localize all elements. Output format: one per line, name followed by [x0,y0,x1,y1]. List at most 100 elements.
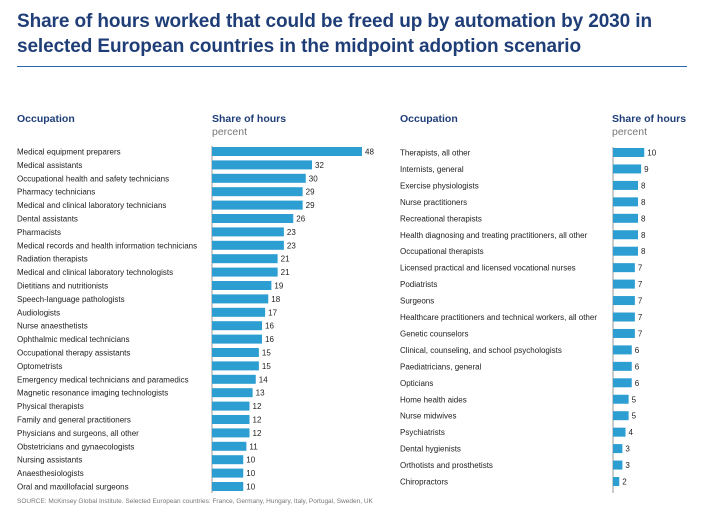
left-bar [212,214,294,223]
left-value-label: 14 [259,375,268,384]
right-bar [613,427,626,437]
left-bar [212,267,278,277]
left-category-label: Dietitians and nutritionists [17,282,108,291]
left-bar [212,307,266,317]
right-bar [613,361,632,371]
left-category-label: Occupational health and safety technicia… [17,174,169,183]
left-value-label: 13 [256,389,265,398]
right-value-label: 7 [638,297,643,306]
left-category-label: Anaesthesiologists [17,469,84,478]
right-value-label: 7 [638,264,643,273]
left-bar [212,361,259,371]
left-category-label: Medical and clinical laboratory technici… [17,201,166,210]
left-category-label: Physical therapists [17,402,84,411]
right-value-label: 3 [625,445,630,454]
right-value-label: 6 [635,362,640,371]
source-note: SOURCE: McKinsey Global Institute. Selec… [17,498,373,505]
left-category-label: Medical equipment preparers [17,148,121,157]
right-category-label: Orthotists and prosthetists [400,461,493,470]
right-bar [613,263,635,273]
left-occupation-header: Occupation [17,113,75,125]
right-bar [613,477,620,486]
right-category-label: Surgeons [400,297,434,306]
left-value-label: 10 [246,483,255,492]
left-unit-header: percent [212,126,248,138]
right-bar [613,148,645,157]
left-category-label: Obstetricians and gynaecologists [17,442,134,451]
left-bar [212,348,259,357]
right-value-label: 4 [629,428,634,437]
right-category-label: Recreational therapists [400,214,482,223]
right-category-label: Chiropractors [400,478,448,487]
right-value-label: 5 [632,412,637,421]
left-value-label: 10 [246,469,255,478]
right-category-label: Nurse midwives [400,412,456,421]
left-bar [212,401,250,411]
left-category-label: Speech-language pathologists [17,295,125,304]
left-bar [212,281,272,290]
left-bar [212,334,262,344]
left-bar [212,388,253,398]
right-category-label: Clinical, counseling, and school psychol… [400,346,562,355]
right-value-label: 6 [635,379,640,388]
right-value-label: 7 [638,280,643,289]
left-category-label: Pharmacy technicians [17,188,95,197]
right-bar [613,312,635,322]
right-value-label: 8 [641,247,646,256]
left-category-label: Physicians and surgeons, all other [17,429,139,438]
right-value-label: 7 [638,329,643,338]
left-bar [212,321,262,331]
left-bar [212,173,306,183]
right-category-label: Genetic counselors [400,329,468,338]
left-bar [212,240,284,250]
right-bar [613,378,632,388]
right-category-label: Podiatrists [400,280,437,289]
left-category-label: Occupational therapy assistants [17,349,130,358]
left-category-label: Radiation therapists [17,255,88,264]
left-value-label: 17 [268,308,277,317]
right-category-label: Psychiatrists [400,428,445,437]
right-bar [613,246,638,256]
left-value-label: 12 [253,402,262,411]
right-value-label: 5 [632,395,637,404]
left-value-label: 26 [296,215,305,224]
right-bar [613,213,638,223]
left-category-label: Optometrists [17,362,62,371]
left-category-label: Nursing assistants [17,456,82,465]
right-category-label: Health diagnosing and treating practitio… [400,231,588,240]
right-category-label: Licensed practical and licensed vocation… [400,264,576,273]
left-value-label: 23 [287,228,296,237]
title-divider [17,66,687,67]
left-value-label: 11 [249,442,258,451]
left-category-label: Emergency medical technicians and parame… [17,375,189,384]
right-bar [613,460,623,470]
left-value-label: 29 [306,188,315,197]
right-category-label: Therapists, all other [400,149,471,158]
right-category-label: Exercise physiologists [400,181,479,190]
left-bar [212,294,269,304]
left-bar [212,441,247,451]
right-bar [613,328,635,338]
right-share-header: Share of hours [612,113,687,125]
left-category-label: Medical records and health information t… [17,241,197,250]
right-value-label: 9 [644,165,649,174]
left-category-label: Oral and maxillofacial surgeons [17,483,129,492]
left-bar [212,227,284,237]
left-bar [212,468,244,478]
right-value-label: 7 [638,313,643,322]
left-category-label: Ophthalmic medical technicians [17,335,130,344]
right-bar [613,279,635,289]
right-value-label: 8 [641,214,646,223]
left-value-label: 12 [253,416,262,425]
right-category-label: Internists, general [400,165,464,174]
left-bar [212,147,362,156]
right-unit-header: percent [612,126,648,138]
right-category-label: Dental hygienists [400,445,461,454]
left-value-label: 23 [287,241,296,250]
left-value-label: 19 [274,282,283,291]
right-bar [613,180,638,190]
left-bar [212,187,303,197]
right-category-label: Home health aides [400,395,467,404]
left-category-label: Dental assistants [17,215,78,224]
left-category-label: Audiologists [17,308,60,317]
